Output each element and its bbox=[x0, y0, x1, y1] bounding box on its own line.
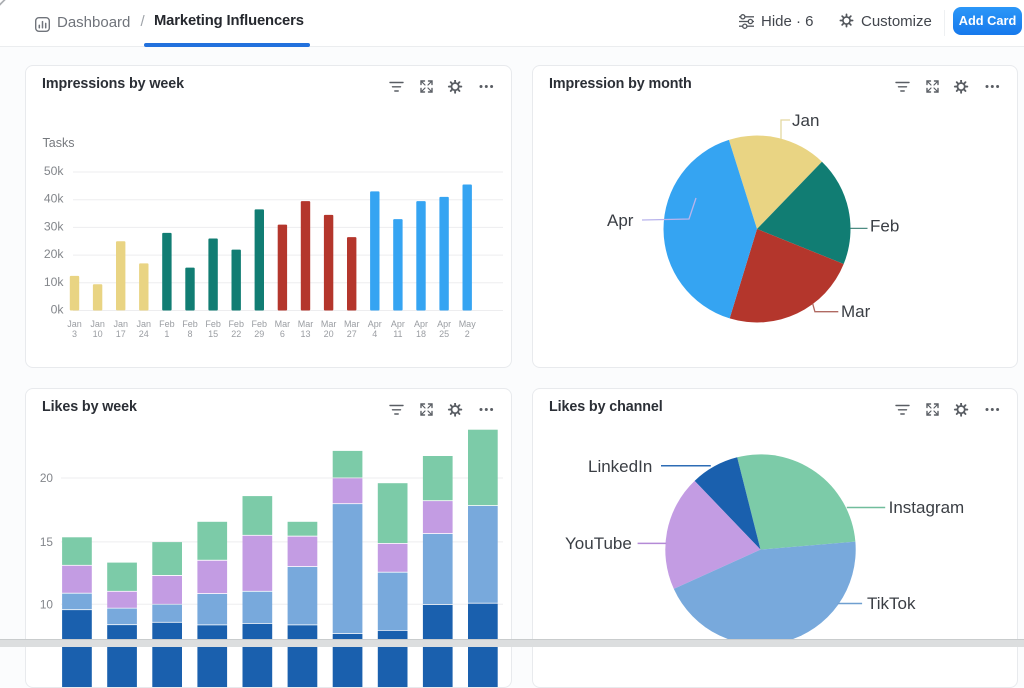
svg-text:Mar: Mar bbox=[344, 319, 360, 329]
svg-text:LinkedIn: LinkedIn bbox=[588, 457, 652, 476]
svg-text:Feb: Feb bbox=[870, 217, 899, 236]
svg-text:25: 25 bbox=[439, 329, 449, 339]
svg-text:40k: 40k bbox=[44, 192, 65, 206]
svg-text:0k: 0k bbox=[51, 303, 65, 317]
svg-text:Tasks: Tasks bbox=[43, 136, 75, 150]
svg-text:10k: 10k bbox=[44, 275, 65, 289]
svg-text:20: 20 bbox=[40, 471, 54, 485]
svg-text:22: 22 bbox=[231, 329, 241, 339]
svg-text:6: 6 bbox=[280, 329, 285, 339]
svg-text:18: 18 bbox=[416, 329, 426, 339]
svg-text:11: 11 bbox=[393, 329, 402, 339]
svg-text:Jan: Jan bbox=[137, 319, 152, 329]
svg-text:Feb: Feb bbox=[205, 319, 221, 329]
svg-text:4: 4 bbox=[372, 329, 377, 339]
svg-text:20: 20 bbox=[324, 329, 334, 339]
svg-text:Feb: Feb bbox=[159, 319, 175, 329]
svg-text:Jan: Jan bbox=[67, 319, 82, 329]
svg-text:2: 2 bbox=[465, 329, 470, 339]
svg-text:17: 17 bbox=[116, 329, 126, 339]
svg-text:Feb: Feb bbox=[182, 319, 198, 329]
svg-text:29: 29 bbox=[254, 329, 264, 339]
svg-text:YouTube: YouTube bbox=[565, 534, 632, 553]
svg-text:Feb: Feb bbox=[252, 319, 268, 329]
svg-text:1: 1 bbox=[164, 329, 169, 339]
svg-text:8: 8 bbox=[187, 329, 192, 339]
svg-text:15: 15 bbox=[40, 535, 54, 549]
svg-text:Apr: Apr bbox=[368, 319, 382, 329]
svg-text:May: May bbox=[459, 319, 477, 329]
svg-text:3: 3 bbox=[72, 329, 77, 339]
svg-text:Mar: Mar bbox=[321, 319, 337, 329]
svg-text:Mar: Mar bbox=[841, 302, 871, 321]
svg-text:Jan: Jan bbox=[90, 319, 105, 329]
svg-text:TikTok: TikTok bbox=[867, 594, 916, 613]
svg-text:27: 27 bbox=[347, 329, 357, 339]
svg-text:30k: 30k bbox=[44, 219, 65, 233]
svg-text:Apr: Apr bbox=[414, 319, 428, 329]
svg-text:Jan: Jan bbox=[792, 111, 819, 130]
svg-text:15: 15 bbox=[208, 329, 218, 339]
svg-text:Mar: Mar bbox=[298, 319, 314, 329]
svg-text:Apr: Apr bbox=[607, 211, 634, 230]
svg-text:10: 10 bbox=[40, 597, 54, 611]
svg-text:24: 24 bbox=[139, 329, 149, 339]
svg-text:Instagram: Instagram bbox=[889, 498, 965, 517]
svg-text:10: 10 bbox=[93, 329, 103, 339]
svg-text:Jan: Jan bbox=[113, 319, 128, 329]
svg-text:Mar: Mar bbox=[275, 319, 291, 329]
svg-text:50k: 50k bbox=[44, 164, 65, 178]
svg-text:Apr: Apr bbox=[437, 319, 451, 329]
svg-text:20k: 20k bbox=[44, 247, 65, 261]
svg-text:13: 13 bbox=[300, 329, 310, 339]
svg-text:Apr: Apr bbox=[391, 319, 405, 329]
svg-text:Feb: Feb bbox=[228, 319, 244, 329]
